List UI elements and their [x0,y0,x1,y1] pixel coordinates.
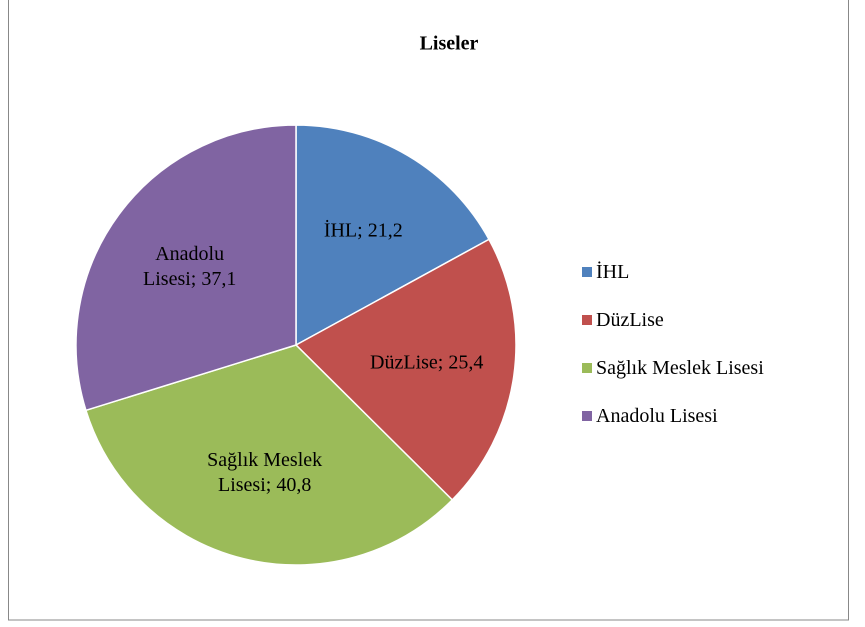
legend-swatch [582,411,592,421]
pie-slice [295,124,490,347]
data-label: Anadolu Lisesi; 37,1 [143,242,237,290]
data-label: İHL; 21,2 [323,219,403,242]
legend-label: Anadolu Lisesi [596,405,718,427]
pie-slice [84,344,454,566]
legend-item: Anadolu Lisesi [582,404,718,428]
legend-label: DüzLise [596,309,664,331]
legend-swatch [582,315,592,325]
legend-item: DüzLise [582,308,664,332]
legend-item: İHL [582,260,629,284]
legend-swatch [582,267,592,277]
legend-label: İHL [596,261,630,283]
data-label: Sağlık Meslek Lisesi; 40,8 [207,449,323,497]
pie-slice [75,124,297,412]
legend-item: Sağlık Meslek Lisesi [582,356,764,380]
chart-title: Liseler [420,33,479,55]
data-label: DüzLise; 25,4 [370,351,484,374]
legend-label: Sağlık Meslek Lisesi [596,357,764,379]
pie-slice [294,238,517,501]
legend-swatch [582,363,592,373]
